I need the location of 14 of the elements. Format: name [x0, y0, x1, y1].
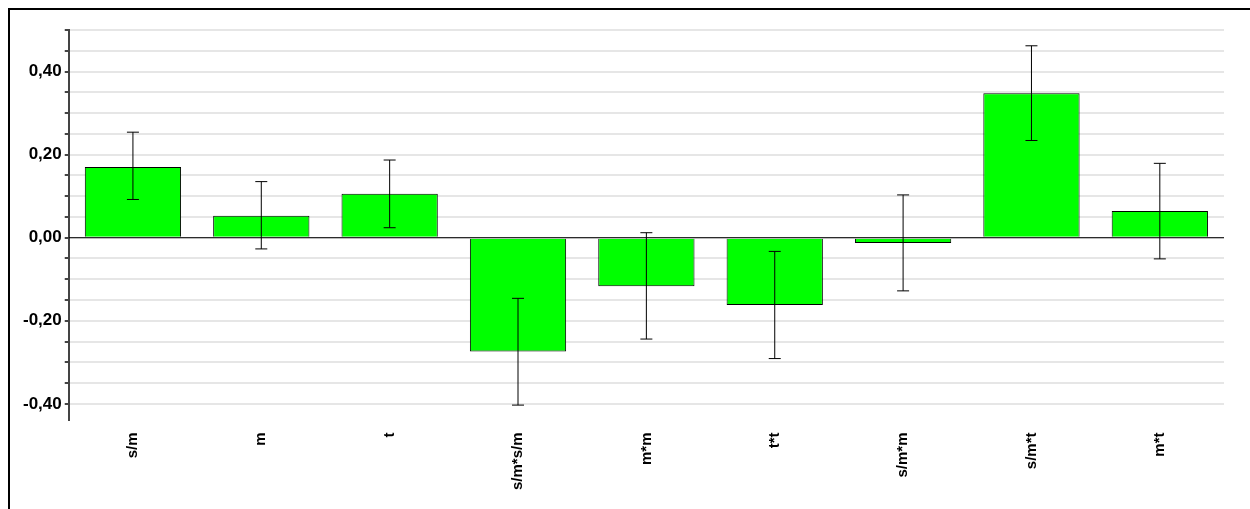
x-tick-label: m*t: [1149, 432, 1167, 457]
x-tick-label: t: [379, 432, 397, 438]
y-tick-label: 0,00: [28, 227, 62, 247]
x-tick-label: s/m*t: [1021, 432, 1039, 470]
x-tick-label: s/m: [123, 432, 141, 459]
x-tick-label: t*t: [764, 432, 782, 449]
y-tick-label: 0,40: [28, 61, 62, 81]
x-tick-label: s/m*s/m: [508, 432, 526, 491]
x-tick-label: s/m*m: [893, 432, 911, 478]
x-tick-label: m: [251, 432, 269, 446]
x-tick-label: m*m: [636, 432, 654, 465]
y-tick-label: 0,20: [28, 144, 62, 164]
y-tick-label: -0,20: [23, 310, 62, 330]
y-tick-label: -0,40: [23, 393, 62, 413]
